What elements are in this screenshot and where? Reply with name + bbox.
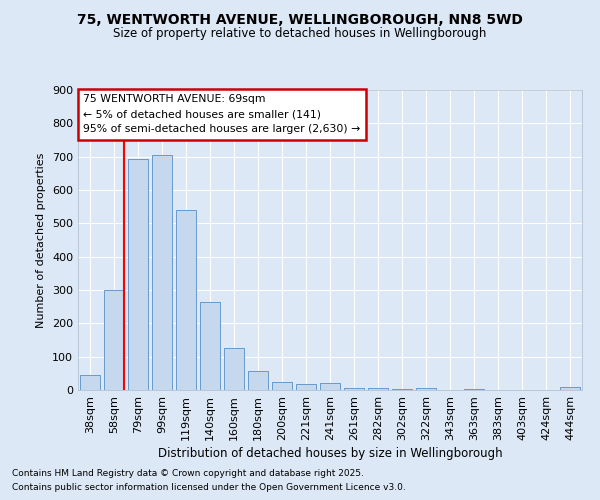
Bar (248, 371, 268, 390)
Text: 75, WENTWORTH AVENUE, WELLINGBOROUGH, NN8 5WD: 75, WENTWORTH AVENUE, WELLINGBOROUGH, NN… (77, 12, 523, 26)
Bar (416, 388, 436, 390)
Bar (80, 375, 100, 390)
X-axis label: Distribution of detached houses by size in Wellingborough: Distribution of detached houses by size … (158, 447, 502, 460)
Bar (296, 384, 316, 390)
Bar (344, 388, 364, 390)
Text: Contains public sector information licensed under the Open Government Licence v3: Contains public sector information licen… (12, 484, 406, 492)
Bar (320, 384, 340, 390)
Bar (104, 290, 124, 390)
Bar (128, 159, 148, 390)
Bar (200, 302, 220, 390)
Bar (224, 348, 244, 390)
Bar (152, 155, 172, 390)
Y-axis label: Number of detached properties: Number of detached properties (37, 152, 46, 328)
Bar (560, 388, 580, 390)
Text: Contains HM Land Registry data © Crown copyright and database right 2025.: Contains HM Land Registry data © Crown c… (12, 468, 364, 477)
Text: Size of property relative to detached houses in Wellingborough: Size of property relative to detached ho… (113, 28, 487, 40)
Text: 75 WENTWORTH AVENUE: 69sqm
← 5% of detached houses are smaller (141)
95% of semi: 75 WENTWORTH AVENUE: 69sqm ← 5% of detac… (83, 94, 360, 134)
Bar (176, 210, 196, 390)
Bar (368, 388, 388, 390)
Bar (272, 382, 292, 390)
